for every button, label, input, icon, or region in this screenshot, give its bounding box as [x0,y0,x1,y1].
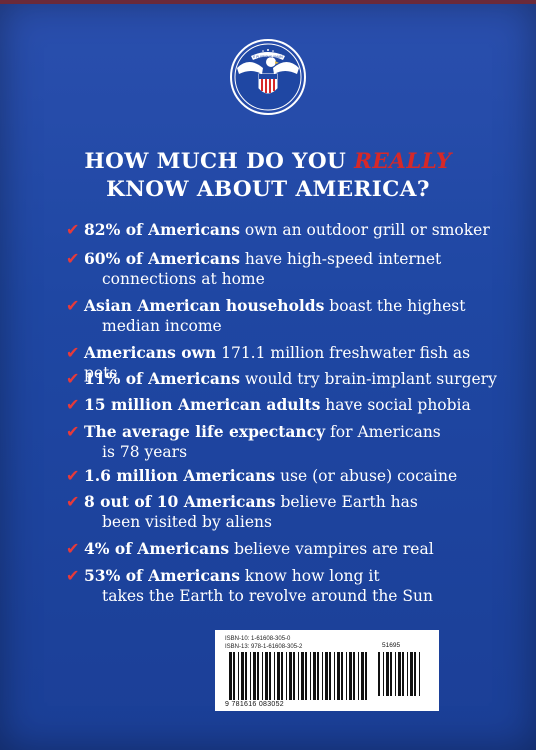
fact-lead: 60% of Americans [84,249,240,268]
fact-item: ✔ 8 out of 10 Americans believe Earth ha… [66,492,504,532]
headline: HOW MUCH DO YOU REALLY KNOW ABOUT AMERIC… [0,148,536,204]
check-icon: ✔ [66,296,80,315]
fact-text: believe vampires are real [229,540,434,558]
isbn-13: ISBN-13: 978-1-61608-305-2 [225,644,303,650]
fact-item: ✔ 11% of Americans would try brain-impla… [66,369,504,389]
fact-text: boast the highest [324,297,466,315]
fact-item: ✔ The average life expectancy for Americ… [66,422,504,462]
fact-lead: The average life expectancy [84,422,326,441]
fact-text: have high-speed internet [239,250,442,268]
fact-lead: 15 million American adults [84,395,321,414]
price-code: 51695 [382,642,401,649]
barcode-addon-bars [378,652,420,696]
fact-item: ✔ 1.6 million Americans use (or abuse) c… [66,466,504,486]
fact-text: would try brain-implant surgery [239,370,497,388]
fact-item: ✔ 15 million American adults have social… [66,395,504,415]
headline-line-2: KNOW ABOUT AMERICA? [106,177,430,202]
fact-lead: 1.6 million Americans [84,466,276,485]
fact-text: own an outdoor grill or smoker [239,221,490,239]
fact-continuation: connections at home [102,270,265,288]
fact-text: believe Earth has [275,493,418,511]
check-icon: ✔ [66,566,80,585]
seal-banner-text: E PLURIBUS UNUM [253,55,283,59]
fact-item: ✔ 82% of Americans own an outdoor grill … [66,220,504,240]
fact-text: know how long it [239,567,380,585]
fact-continuation: been visited by aliens [102,513,272,531]
check-icon: ✔ [66,466,80,485]
barcode-digits: 9 781616 083052 [225,701,284,708]
eagle-seal-icon: E PLURIBUS UNUM [229,38,307,116]
fact-item: ✔ 4% of Americans believe vampires are r… [66,539,504,559]
fact-text: for Americans [325,423,441,441]
check-icon: ✔ [66,422,80,441]
fact-item: ✔ Americans own 171.1 million freshwater… [66,343,504,383]
fact-item: ✔ Asian American households boast the hi… [66,296,504,336]
barcode-label: ISBN-10: 1-61608-305-0 ISBN-13: 978-1-61… [215,630,439,711]
check-icon: ✔ [66,220,80,239]
check-icon: ✔ [66,343,80,362]
fact-lead: Americans own [84,343,217,362]
cover-top-edge [0,0,536,4]
fact-lead: 8 out of 10 Americans [84,492,276,511]
fact-lead: 82% of Americans [84,220,240,239]
check-icon: ✔ [66,492,80,511]
check-icon: ✔ [66,249,80,268]
fact-lead: 11% of Americans [84,369,240,388]
isbn-10: ISBN-10: 1-61608-305-0 [225,636,291,642]
fact-item: ✔ 60% of Americans have high-speed inter… [66,249,504,289]
fact-continuation: takes the Earth to revolve around the Su… [102,587,433,605]
fact-text: have social phobia [320,396,471,414]
fact-text: use (or abuse) cocaine [275,467,458,485]
fact-lead: Asian American households [84,296,325,315]
check-icon: ✔ [66,395,80,414]
barcode-bars [229,652,367,700]
fact-item: ✔ 53% of Americans know how long it take… [66,566,504,606]
fact-continuation: is 78 years [102,443,188,461]
headline-line-1: HOW MUCH DO YOU REALLY [0,148,536,176]
check-icon: ✔ [66,369,80,388]
fact-continuation: median income [102,317,222,335]
headline-emphasis: REALLY [354,149,452,174]
fact-text: 171.1 million freshwater fish as pets [84,344,471,382]
headline-line-1-text: HOW MUCH DO YOU [84,149,355,174]
fact-lead: 4% of Americans [84,539,230,558]
check-icon: ✔ [66,539,80,558]
fact-lead: 53% of Americans [84,566,240,585]
